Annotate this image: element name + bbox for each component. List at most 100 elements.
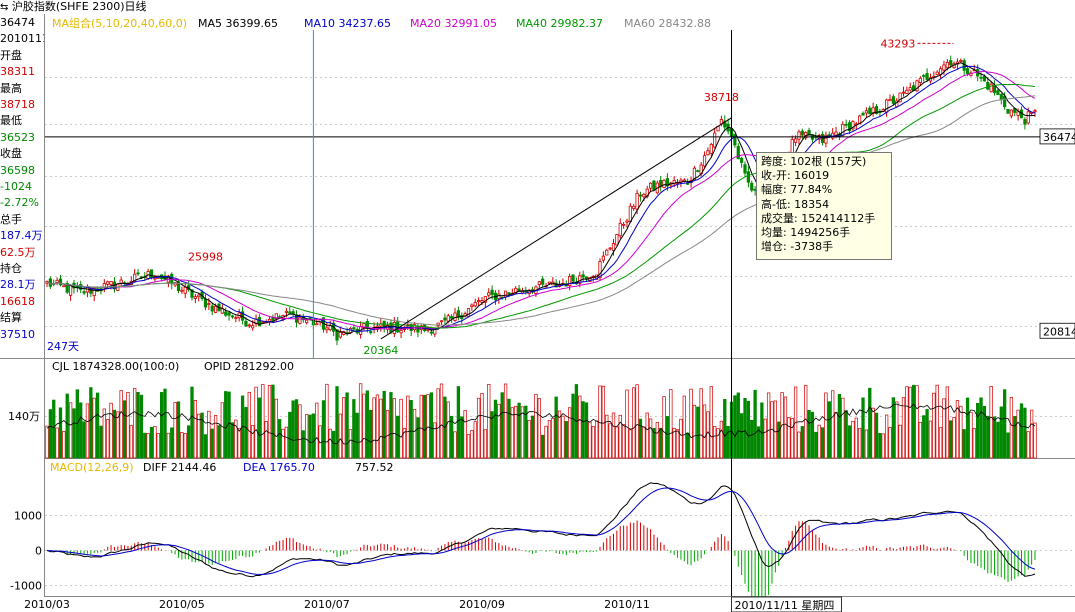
volume-bar [706,411,710,459]
volume-bar [561,415,565,459]
info-row: 28.1万 [0,278,36,292]
volume-bar [989,386,993,459]
volume-bar [382,390,386,459]
volume-bar [362,393,366,459]
volume-bar [146,433,150,459]
volume-bar [918,421,923,459]
x-axis-date-label: 2010/07 [304,598,350,611]
candle-body [487,292,491,296]
volume-bar [615,426,619,459]
volume-bar [530,415,535,459]
volume-bar [635,384,639,459]
info-row: 开盘 [0,48,22,62]
ma-legend-item: MA20 32991.05 [410,17,497,30]
volume-bar [133,388,137,459]
volume-bar [581,401,585,459]
candle-body [608,247,612,250]
volume-bar [271,384,275,459]
volume-bar [284,426,289,459]
volume-bar [999,406,1003,459]
volume-bar [122,400,127,459]
candle-body [709,143,713,154]
candle-body [483,296,487,303]
ma-legend-item: MA60 28432.88 [624,17,711,30]
candle-body [210,305,214,312]
volume-bar [932,392,936,459]
cursor-date-label: 2010/11/11 星期四 [735,599,835,612]
volume-bar [837,393,842,459]
candle-body [335,329,339,341]
volume-bar [652,428,656,459]
candle-body [443,317,447,321]
volume-bar [992,416,997,459]
candle-body [652,180,656,191]
candle-body [925,73,929,81]
volume-bar [888,427,892,459]
candle-body [945,62,949,69]
volume-bar [766,392,771,459]
candle-body [662,179,666,188]
volume-bar [1026,431,1030,459]
volume-bar [797,431,801,459]
candle-body [62,285,66,288]
candle-body [908,87,912,91]
candle-body [625,220,629,223]
volume-bar [662,396,666,459]
candle-body [568,275,572,286]
volume-bar [321,400,326,459]
high-annotation: 25998 [188,250,223,263]
volume-bar [682,395,686,459]
volume-bar [935,384,939,459]
candle-body [257,317,262,327]
volume-bar [807,409,811,459]
candle-body [537,281,541,285]
volume-bar [230,422,235,459]
volume-bar [139,394,144,459]
range-measure-line [380,117,732,340]
volume-bar [375,394,380,459]
candle-body [615,234,619,246]
volume-bar [493,399,498,459]
candle-body [234,317,238,319]
volume-bar [207,410,211,459]
volume-bar [109,402,113,459]
volume-bar [861,397,865,459]
candle-body [611,243,616,251]
volume-bar [224,391,228,459]
volume-bar [588,421,592,459]
volume-bar [541,434,545,459]
candle-body [109,281,113,286]
candle-body [456,310,460,318]
volume-bar [672,427,676,459]
volume-bar [905,386,909,459]
volume-bar [143,432,147,459]
info-row: -2.72% [0,196,39,210]
volume-bar [928,420,933,459]
candle-body [706,150,710,156]
candle-body [949,60,953,66]
macd-histogram [46,482,1036,607]
candle-body [251,325,255,329]
candle-body [918,77,922,83]
candle-body [571,274,575,282]
volume-bar [753,389,757,459]
volume-bar [510,407,514,459]
candle-body [136,272,140,275]
volume-bar [176,401,181,459]
volume-bar [102,408,106,459]
volume-bar [831,390,835,459]
candle-body [547,281,552,284]
low-annotation: 20364 [363,344,398,357]
chart-labels: MA组合(5,10,20,40,60,0) MA5 36399.65 MA10 34… [8,16,1075,612]
menu-icon[interactable]: ⇆ [0,2,9,13]
volume-bar [520,406,525,459]
volume-bar [858,428,862,459]
volume-bar [213,415,218,459]
volume-bar [736,392,740,459]
volume-bar [824,392,828,459]
volume-bar [315,402,319,459]
volume-bar [348,429,353,459]
volume-bar [790,418,794,459]
volume-bar [750,419,754,459]
